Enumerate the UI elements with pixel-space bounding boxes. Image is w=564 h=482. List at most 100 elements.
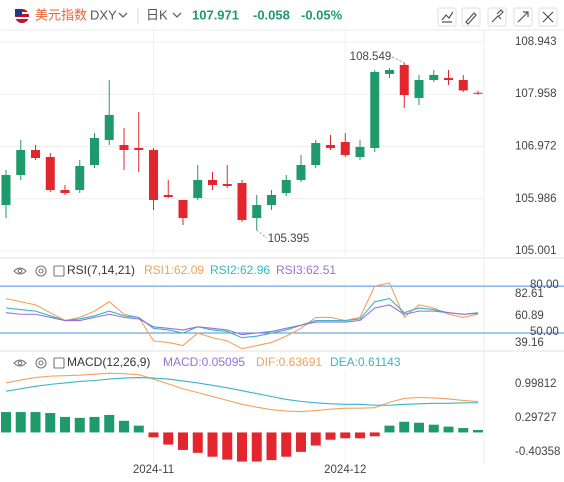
legend-entry: DIF:0.63691 bbox=[256, 355, 322, 369]
candle-body bbox=[444, 77, 453, 81]
histogram-bar bbox=[414, 422, 424, 433]
candle-body bbox=[208, 180, 217, 185]
candle-body bbox=[355, 146, 365, 157]
histogram-bar bbox=[325, 432, 336, 440]
candle-body bbox=[281, 180, 291, 193]
candle-body bbox=[414, 80, 424, 98]
histogram-bar bbox=[163, 432, 174, 445]
y-tick-label: 105.986 bbox=[515, 193, 557, 205]
histogram-bar bbox=[281, 432, 292, 457]
candle-body bbox=[104, 114, 114, 140]
histogram-bar bbox=[15, 412, 26, 433]
histogram-bar bbox=[340, 432, 351, 439]
reference-label: 80.00 bbox=[530, 279, 559, 291]
candle-body bbox=[311, 142, 321, 165]
flag bbox=[15, 9, 29, 23]
histogram-bar bbox=[384, 425, 395, 433]
indicator-title: RSI(7,14,21) bbox=[67, 263, 135, 277]
indicator-line bbox=[5, 372, 479, 413]
x-tick-label: 2024-11 bbox=[133, 464, 174, 476]
histogram-bar bbox=[89, 416, 100, 433]
y-tick-label: -0.40358 bbox=[515, 446, 560, 458]
macd-icons[interactable] bbox=[13, 357, 65, 369]
histogram-bar bbox=[296, 432, 306, 452]
change-pct: -0.05% bbox=[301, 7, 343, 22]
candle-body bbox=[60, 190, 70, 193]
histogram-bar bbox=[104, 414, 115, 433]
candle-body bbox=[178, 199, 188, 219]
x-tick-label: 2024-12 bbox=[324, 464, 366, 476]
legend-entry: RSI1:62.09 bbox=[144, 263, 204, 277]
y-tick-label: 107.958 bbox=[515, 88, 557, 100]
y-tick-label: 39.16 bbox=[515, 337, 544, 349]
candle-body bbox=[370, 71, 380, 148]
histogram-bar bbox=[30, 412, 41, 433]
histogram-bar bbox=[178, 432, 188, 450]
candle-body bbox=[429, 74, 439, 81]
y-tick-label: 60.89 bbox=[515, 310, 544, 322]
annotation-label: 108.549 bbox=[350, 51, 392, 63]
indicator-line bbox=[5, 304, 479, 336]
indicator-line bbox=[5, 298, 479, 339]
y-tick-label: 0.29727 bbox=[515, 412, 557, 424]
candle-body bbox=[473, 92, 483, 94]
pen-icon[interactable] bbox=[461, 7, 481, 27]
dropdown-icon[interactable] bbox=[172, 12, 182, 18]
candle-body bbox=[458, 80, 468, 91]
candle-body bbox=[193, 180, 203, 199]
change: -0.058 bbox=[253, 7, 290, 22]
histogram-bar bbox=[133, 425, 144, 433]
y-tick-label: 0.99812 bbox=[515, 378, 557, 390]
indicator-line bbox=[5, 377, 479, 406]
y-tick-label: 106.972 bbox=[515, 141, 557, 153]
reference-label: 50.00 bbox=[530, 326, 559, 338]
histogram-bar bbox=[222, 432, 233, 460]
candle-body bbox=[1, 175, 11, 206]
histogram-bar bbox=[355, 432, 365, 439]
indicator-title: MACD(12,26,9) bbox=[67, 355, 150, 369]
histogram-bar bbox=[443, 426, 454, 433]
histogram-bar bbox=[148, 432, 159, 438]
candle-body bbox=[237, 183, 247, 220]
candle-body bbox=[385, 69, 394, 74]
candle-body bbox=[75, 166, 85, 191]
period[interactable]: 日K bbox=[146, 7, 168, 22]
legend-entry: RSI2:62.96 bbox=[210, 263, 270, 277]
price: 107.971 bbox=[192, 7, 239, 22]
annotation-label: 105.395 bbox=[268, 233, 310, 245]
candle-body bbox=[267, 195, 276, 206]
histogram-bar bbox=[473, 429, 483, 433]
dropdown-icon[interactable] bbox=[118, 12, 128, 18]
histogram-bar bbox=[458, 428, 469, 433]
draw-icon[interactable] bbox=[437, 7, 457, 27]
fullscreen-icon[interactable] bbox=[513, 7, 533, 27]
index-name: 美元指数 bbox=[35, 7, 87, 22]
close-icon[interactable] bbox=[538, 7, 558, 27]
candle-body bbox=[399, 64, 409, 96]
histogram-bar bbox=[1, 412, 11, 433]
histogram-bar bbox=[251, 432, 262, 462]
candle-body bbox=[45, 156, 55, 191]
rsi-icons[interactable] bbox=[13, 265, 65, 277]
histogram-bar bbox=[266, 432, 277, 461]
histogram-bar bbox=[60, 416, 70, 433]
candle-body bbox=[90, 138, 99, 165]
candle-body bbox=[16, 149, 26, 176]
histogram-bar bbox=[45, 413, 56, 433]
candle-body bbox=[340, 141, 350, 155]
histogram-bar bbox=[399, 421, 410, 433]
symbol[interactable]: DXY bbox=[90, 7, 117, 22]
brush-icon[interactable] bbox=[487, 7, 507, 27]
y-tick-label: 105.001 bbox=[515, 245, 557, 257]
candle-body bbox=[222, 184, 232, 186]
candle-body bbox=[149, 149, 158, 200]
legend-entry: MACD:0.05095 bbox=[163, 355, 245, 369]
y-tick-label: 82.61 bbox=[515, 288, 544, 300]
candle-body bbox=[163, 195, 173, 198]
histogram-bar bbox=[119, 420, 129, 433]
candle-body bbox=[134, 147, 144, 150]
candle-body bbox=[119, 145, 129, 150]
